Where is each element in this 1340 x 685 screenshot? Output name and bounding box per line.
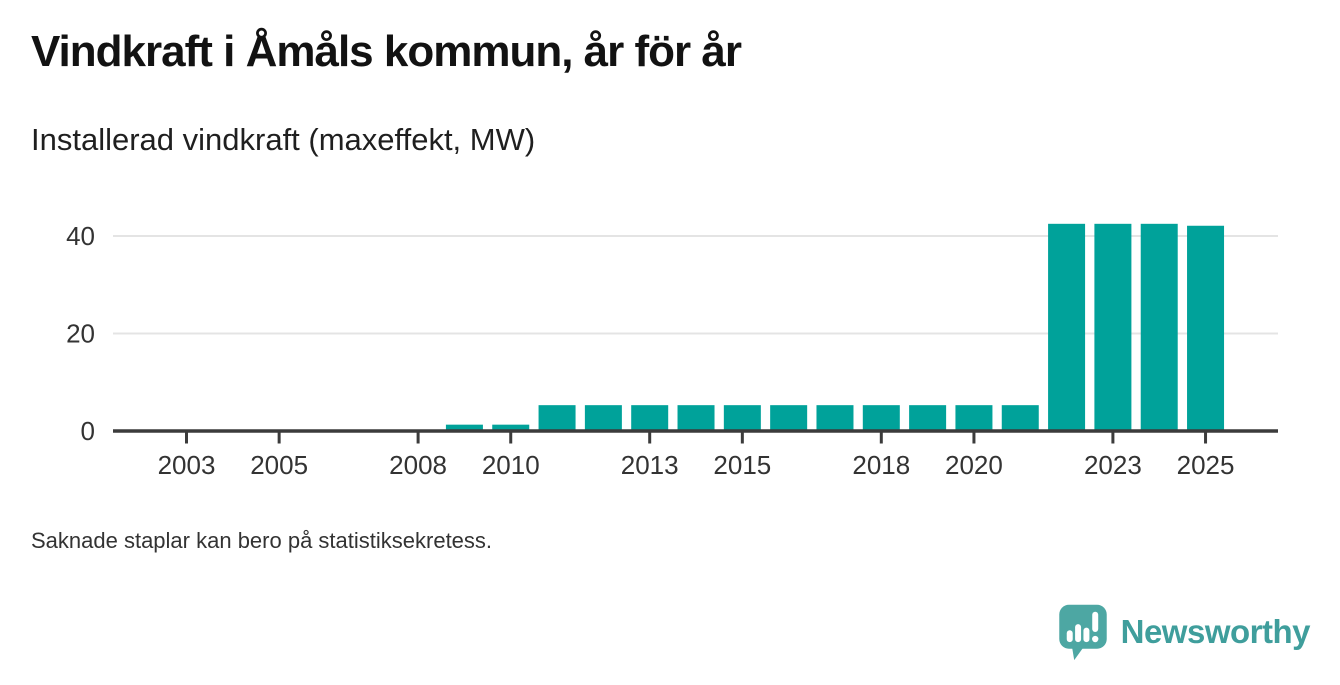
- x-tick-label-2003: 2003: [158, 450, 216, 480]
- bar-2024: [1140, 223, 1178, 431]
- bar-2014: [677, 405, 715, 431]
- bar-2016: [770, 405, 808, 431]
- bar-2018: [862, 405, 900, 431]
- bar-2012: [584, 405, 622, 431]
- bar-2025: [1187, 225, 1225, 431]
- bar-2021: [1001, 405, 1039, 431]
- x-tick-label-2020: 2020: [945, 450, 1003, 480]
- newsworthy-logo-icon: [1058, 604, 1107, 661]
- y-tick-label-40: 40: [66, 221, 95, 251]
- bar-2020: [955, 405, 993, 431]
- bar-2023: [1094, 223, 1132, 431]
- y-tick-label-0: 0: [81, 416, 95, 446]
- chart-subtitle: Installerad vindkraft (maxeffekt, MW): [31, 122, 536, 157]
- bar-2011: [538, 405, 576, 431]
- x-tick-label-2010: 2010: [482, 450, 540, 480]
- bar-2022: [1048, 223, 1086, 431]
- bar-2010: [492, 424, 530, 431]
- y-tick-label-20: 20: [66, 319, 95, 349]
- x-tick-label-2008: 2008: [389, 450, 447, 480]
- footnote: Saknade staplar kan bero på statistiksek…: [31, 528, 493, 553]
- newsworthy-brand: Newsworthy: [1056, 603, 1311, 661]
- x-tick-label-2005: 2005: [250, 450, 308, 480]
- x-tick-label-2015: 2015: [713, 450, 771, 480]
- x-tick-label-2013: 2013: [621, 450, 679, 480]
- bar-2017: [816, 405, 854, 431]
- bar-2015: [723, 405, 761, 431]
- bar-2009: [445, 424, 483, 431]
- x-tick-label-2018: 2018: [852, 450, 910, 480]
- bar-2013: [631, 405, 669, 431]
- x-tick-label-2025: 2025: [1177, 450, 1235, 480]
- x-tick-label-2023: 2023: [1084, 450, 1142, 480]
- bar-2019: [909, 405, 947, 431]
- newsworthy-brand-name: Newsworthy: [1120, 613, 1311, 650]
- chart-title: Vindkraft i Åmåls kommun, år för år: [31, 27, 742, 76]
